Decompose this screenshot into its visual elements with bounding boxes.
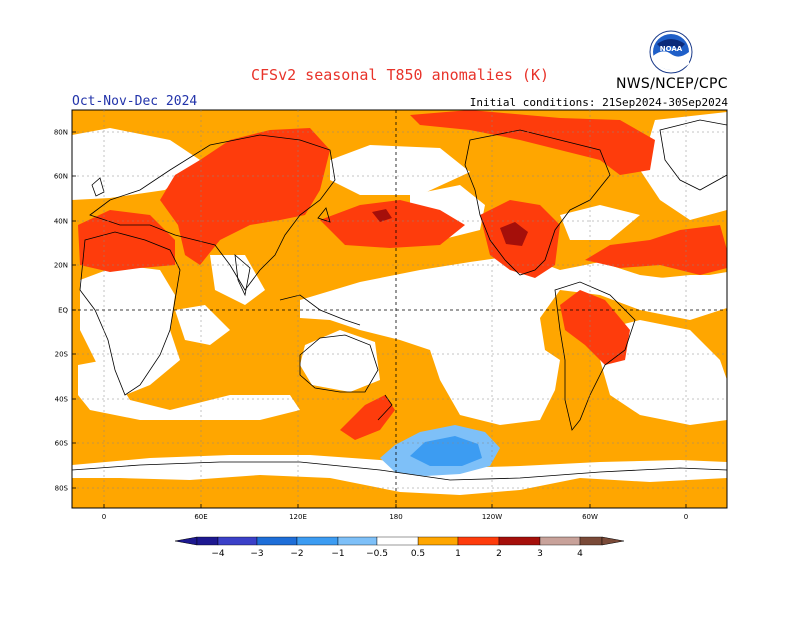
colorbar-swatch xyxy=(296,536,339,546)
colorbar-label: 4 xyxy=(577,549,583,559)
longitude-label: 0 xyxy=(684,513,688,521)
strong-warm-anomaly xyxy=(372,209,528,246)
colorbar-arrow-left xyxy=(174,536,198,546)
longitude-label: 120W xyxy=(482,513,502,521)
noaa-logo-text: NOAA xyxy=(660,45,683,53)
map-frame xyxy=(71,109,728,509)
longitude-label: 0 xyxy=(102,513,106,521)
latitude-label: 60N xyxy=(54,173,68,181)
colorbar-arrow-right xyxy=(601,536,625,546)
colorbar-label: −0.5 xyxy=(366,549,388,559)
colorbar-label: −4 xyxy=(211,549,225,559)
colorbar-label: 3 xyxy=(537,549,543,559)
season-label: Oct-Nov-Dec 2024 xyxy=(72,94,198,109)
cold-anomaly-region xyxy=(380,425,500,476)
colorbar-swatch xyxy=(539,536,581,546)
agency-label: NWS/NCEP/CPC xyxy=(616,76,728,92)
latitude-label: 80N xyxy=(54,129,68,137)
colorbar-swatch xyxy=(498,536,541,546)
longitude-label: 180 xyxy=(389,513,402,521)
map-title: CFSv2 seasonal T850 anomalies (K) xyxy=(250,66,549,84)
colorbar-label: 0.5 xyxy=(411,549,425,559)
near-normal-regions xyxy=(72,112,727,495)
coastlines xyxy=(72,119,727,481)
colorbar-swatch xyxy=(217,536,258,546)
latitude-label: 20S xyxy=(55,351,69,359)
colorbar-swatch xyxy=(256,536,298,546)
colorbar-swatch xyxy=(337,536,378,546)
colorbar-swatch xyxy=(457,536,500,546)
latitude-label: 20N xyxy=(54,262,68,270)
colorbar: −4 −3 −2 −1 −0.5 0.5 1 2 3 4 xyxy=(174,536,625,559)
latitude-labels: 80N 60N 40N 20N EQ 20S 40S 60S 80S xyxy=(54,129,76,493)
colorbar-label: −1 xyxy=(331,549,344,559)
colorbar-swatch xyxy=(579,536,603,546)
warm-anomaly-regions xyxy=(78,110,727,440)
noaa-logo-icon: NOAA xyxy=(649,30,693,74)
longitude-label: 120E xyxy=(289,513,307,521)
longitude-label: 60E xyxy=(194,513,207,521)
gridlines xyxy=(72,110,727,508)
colorbar-swatch xyxy=(196,536,219,546)
latitude-label: 40N xyxy=(54,218,68,226)
latitude-label: 40S xyxy=(55,396,69,404)
latitude-label: 80S xyxy=(55,485,69,493)
colorbar-label: 1 xyxy=(455,549,461,559)
longitude-label: 60W xyxy=(582,513,598,521)
initial-conditions-label: Initial conditions: 21Sep2024-30Sep2024 xyxy=(469,96,728,109)
map-field xyxy=(72,110,727,508)
colorbar-swatch-neutral xyxy=(376,536,419,546)
longitude-labels: 0 60E 120E 180 120W 60W 0 xyxy=(102,504,688,521)
latitude-label: EQ xyxy=(58,307,68,315)
colorbar-label: 2 xyxy=(496,549,502,559)
latitude-label: 60S xyxy=(55,440,69,448)
colorbar-swatch xyxy=(417,536,459,546)
colorbar-label: −3 xyxy=(250,549,263,559)
colorbar-label: −2 xyxy=(290,549,303,559)
